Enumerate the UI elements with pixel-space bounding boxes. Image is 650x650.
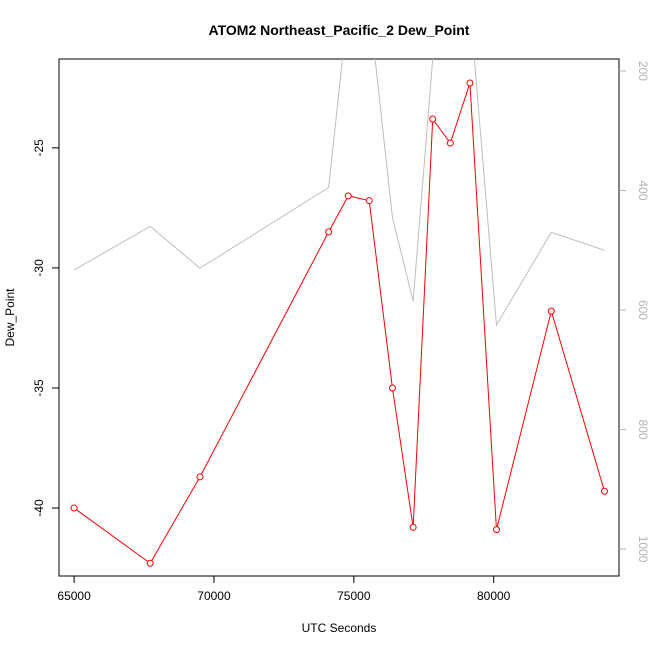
y-tick-label: -35 bbox=[32, 379, 46, 397]
right-y-tick-label: 200 bbox=[636, 61, 650, 81]
pressure-series-line bbox=[73, 59, 605, 327]
dew-point-point bbox=[466, 79, 474, 87]
x-tick-label: 80000 bbox=[477, 589, 511, 603]
dew-point-point bbox=[492, 526, 500, 534]
right-y-tick-label: 600 bbox=[636, 300, 650, 320]
dew-point-point bbox=[409, 523, 417, 531]
dew-point-point bbox=[365, 197, 373, 205]
dew-point-point bbox=[325, 228, 333, 236]
dew-point-point bbox=[429, 115, 437, 123]
x-axis-label: UTC Seconds bbox=[302, 621, 377, 635]
dew-point-point bbox=[196, 473, 204, 481]
plot-frame bbox=[58, 58, 620, 577]
dew-point-point bbox=[547, 307, 555, 315]
dew-point-point bbox=[388, 384, 396, 392]
y-axis-label: Dew_Point bbox=[3, 288, 17, 347]
chart-title: ATOM2 Northeast_Pacific_2 Dew_Point bbox=[209, 22, 470, 38]
dew-point-point bbox=[446, 139, 454, 147]
right-y-axis: 200 400 600 800 1000 bbox=[619, 61, 650, 563]
series-layer bbox=[70, 59, 608, 567]
right-y-tick-label: 800 bbox=[636, 420, 650, 440]
x-tick-label: 65000 bbox=[57, 589, 91, 603]
x-tick-label: 70000 bbox=[197, 589, 231, 603]
y-axis: -40 -35 -30 -25 bbox=[32, 139, 59, 517]
x-axis: 65000 70000 75000 80000 bbox=[57, 576, 511, 603]
dew-point-point bbox=[146, 559, 154, 567]
dew-point-point bbox=[600, 487, 608, 495]
x-tick-label: 75000 bbox=[337, 589, 371, 603]
right-y-tick-label: 1000 bbox=[636, 536, 650, 563]
right-y-tick-label: 400 bbox=[636, 180, 650, 200]
y-tick-label: -25 bbox=[32, 139, 46, 157]
y-tick-label: -40 bbox=[32, 499, 46, 517]
dew-point-point bbox=[344, 192, 352, 200]
dew-point-series-line bbox=[73, 82, 605, 565]
y-tick-label: -30 bbox=[32, 259, 46, 277]
dew-point-point bbox=[70, 504, 78, 512]
